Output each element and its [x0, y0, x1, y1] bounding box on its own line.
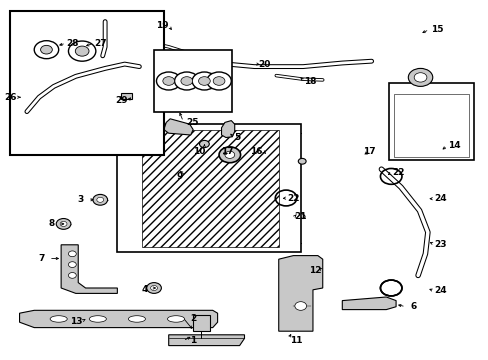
Circle shape [150, 285, 157, 291]
Text: 18: 18 [304, 77, 316, 86]
Circle shape [68, 273, 76, 278]
Text: 9: 9 [176, 172, 183, 181]
Text: 7: 7 [38, 254, 45, 263]
Text: 24: 24 [433, 194, 446, 203]
Circle shape [75, 46, 89, 56]
Text: 4: 4 [141, 285, 147, 294]
Ellipse shape [89, 316, 106, 322]
Ellipse shape [50, 316, 67, 322]
Bar [142, 130, 278, 247]
Circle shape [198, 77, 210, 85]
Bar [154, 50, 232, 112]
Text: 17: 17 [362, 148, 375, 157]
Text: 14: 14 [447, 141, 460, 150]
Bar [121, 93, 132, 99]
Circle shape [68, 41, 96, 61]
Text: 22: 22 [286, 194, 299, 203]
Bar [393, 94, 468, 157]
Text: 12: 12 [308, 266, 321, 275]
Circle shape [68, 251, 76, 257]
Bar [388, 83, 473, 160]
Bar [117, 124, 300, 252]
Circle shape [219, 147, 240, 163]
Circle shape [294, 302, 306, 310]
Text: 6: 6 [409, 302, 415, 311]
Circle shape [60, 221, 67, 226]
Text: 26: 26 [4, 93, 17, 102]
Polygon shape [20, 310, 217, 328]
Text: 21: 21 [294, 212, 306, 221]
Circle shape [213, 77, 224, 85]
Text: 27: 27 [94, 39, 106, 48]
Circle shape [146, 283, 161, 293]
Text: 24: 24 [433, 287, 446, 295]
Text: 11: 11 [289, 336, 302, 345]
Ellipse shape [128, 316, 145, 322]
Circle shape [156, 72, 181, 90]
Text: 17: 17 [221, 148, 233, 157]
Text: 10: 10 [192, 148, 205, 157]
Circle shape [68, 262, 76, 267]
Bar [10, 11, 163, 155]
Polygon shape [342, 297, 395, 310]
Circle shape [413, 73, 426, 82]
Polygon shape [168, 335, 244, 346]
Text: 25: 25 [185, 118, 198, 127]
Polygon shape [278, 256, 322, 331]
Text: 22: 22 [391, 168, 404, 177]
Text: 29: 29 [115, 96, 127, 105]
Text: 28: 28 [66, 39, 79, 48]
Polygon shape [163, 119, 193, 135]
Circle shape [224, 151, 234, 158]
Polygon shape [61, 245, 117, 293]
Text: 3: 3 [78, 195, 83, 204]
Circle shape [174, 72, 199, 90]
Circle shape [181, 77, 192, 85]
Circle shape [206, 72, 231, 90]
Circle shape [97, 197, 103, 202]
Circle shape [34, 41, 59, 59]
Text: 20: 20 [257, 60, 270, 69]
Circle shape [199, 140, 209, 148]
Text: 16: 16 [250, 148, 263, 157]
Circle shape [41, 45, 52, 54]
Text: 23: 23 [433, 240, 446, 248]
Text: 19: 19 [156, 21, 169, 30]
Text: 8: 8 [48, 220, 54, 229]
Bar [193, 315, 210, 331]
Polygon shape [221, 121, 234, 138]
Text: 15: 15 [430, 25, 443, 34]
Ellipse shape [167, 316, 184, 322]
Circle shape [407, 68, 432, 86]
Text: 5: 5 [234, 133, 240, 142]
Text: 13: 13 [69, 317, 82, 325]
Text: 1: 1 [190, 336, 196, 346]
Circle shape [93, 194, 107, 205]
Circle shape [56, 219, 71, 229]
Circle shape [192, 72, 216, 90]
Text: 2: 2 [190, 314, 196, 323]
Circle shape [298, 158, 305, 164]
Circle shape [163, 77, 174, 85]
